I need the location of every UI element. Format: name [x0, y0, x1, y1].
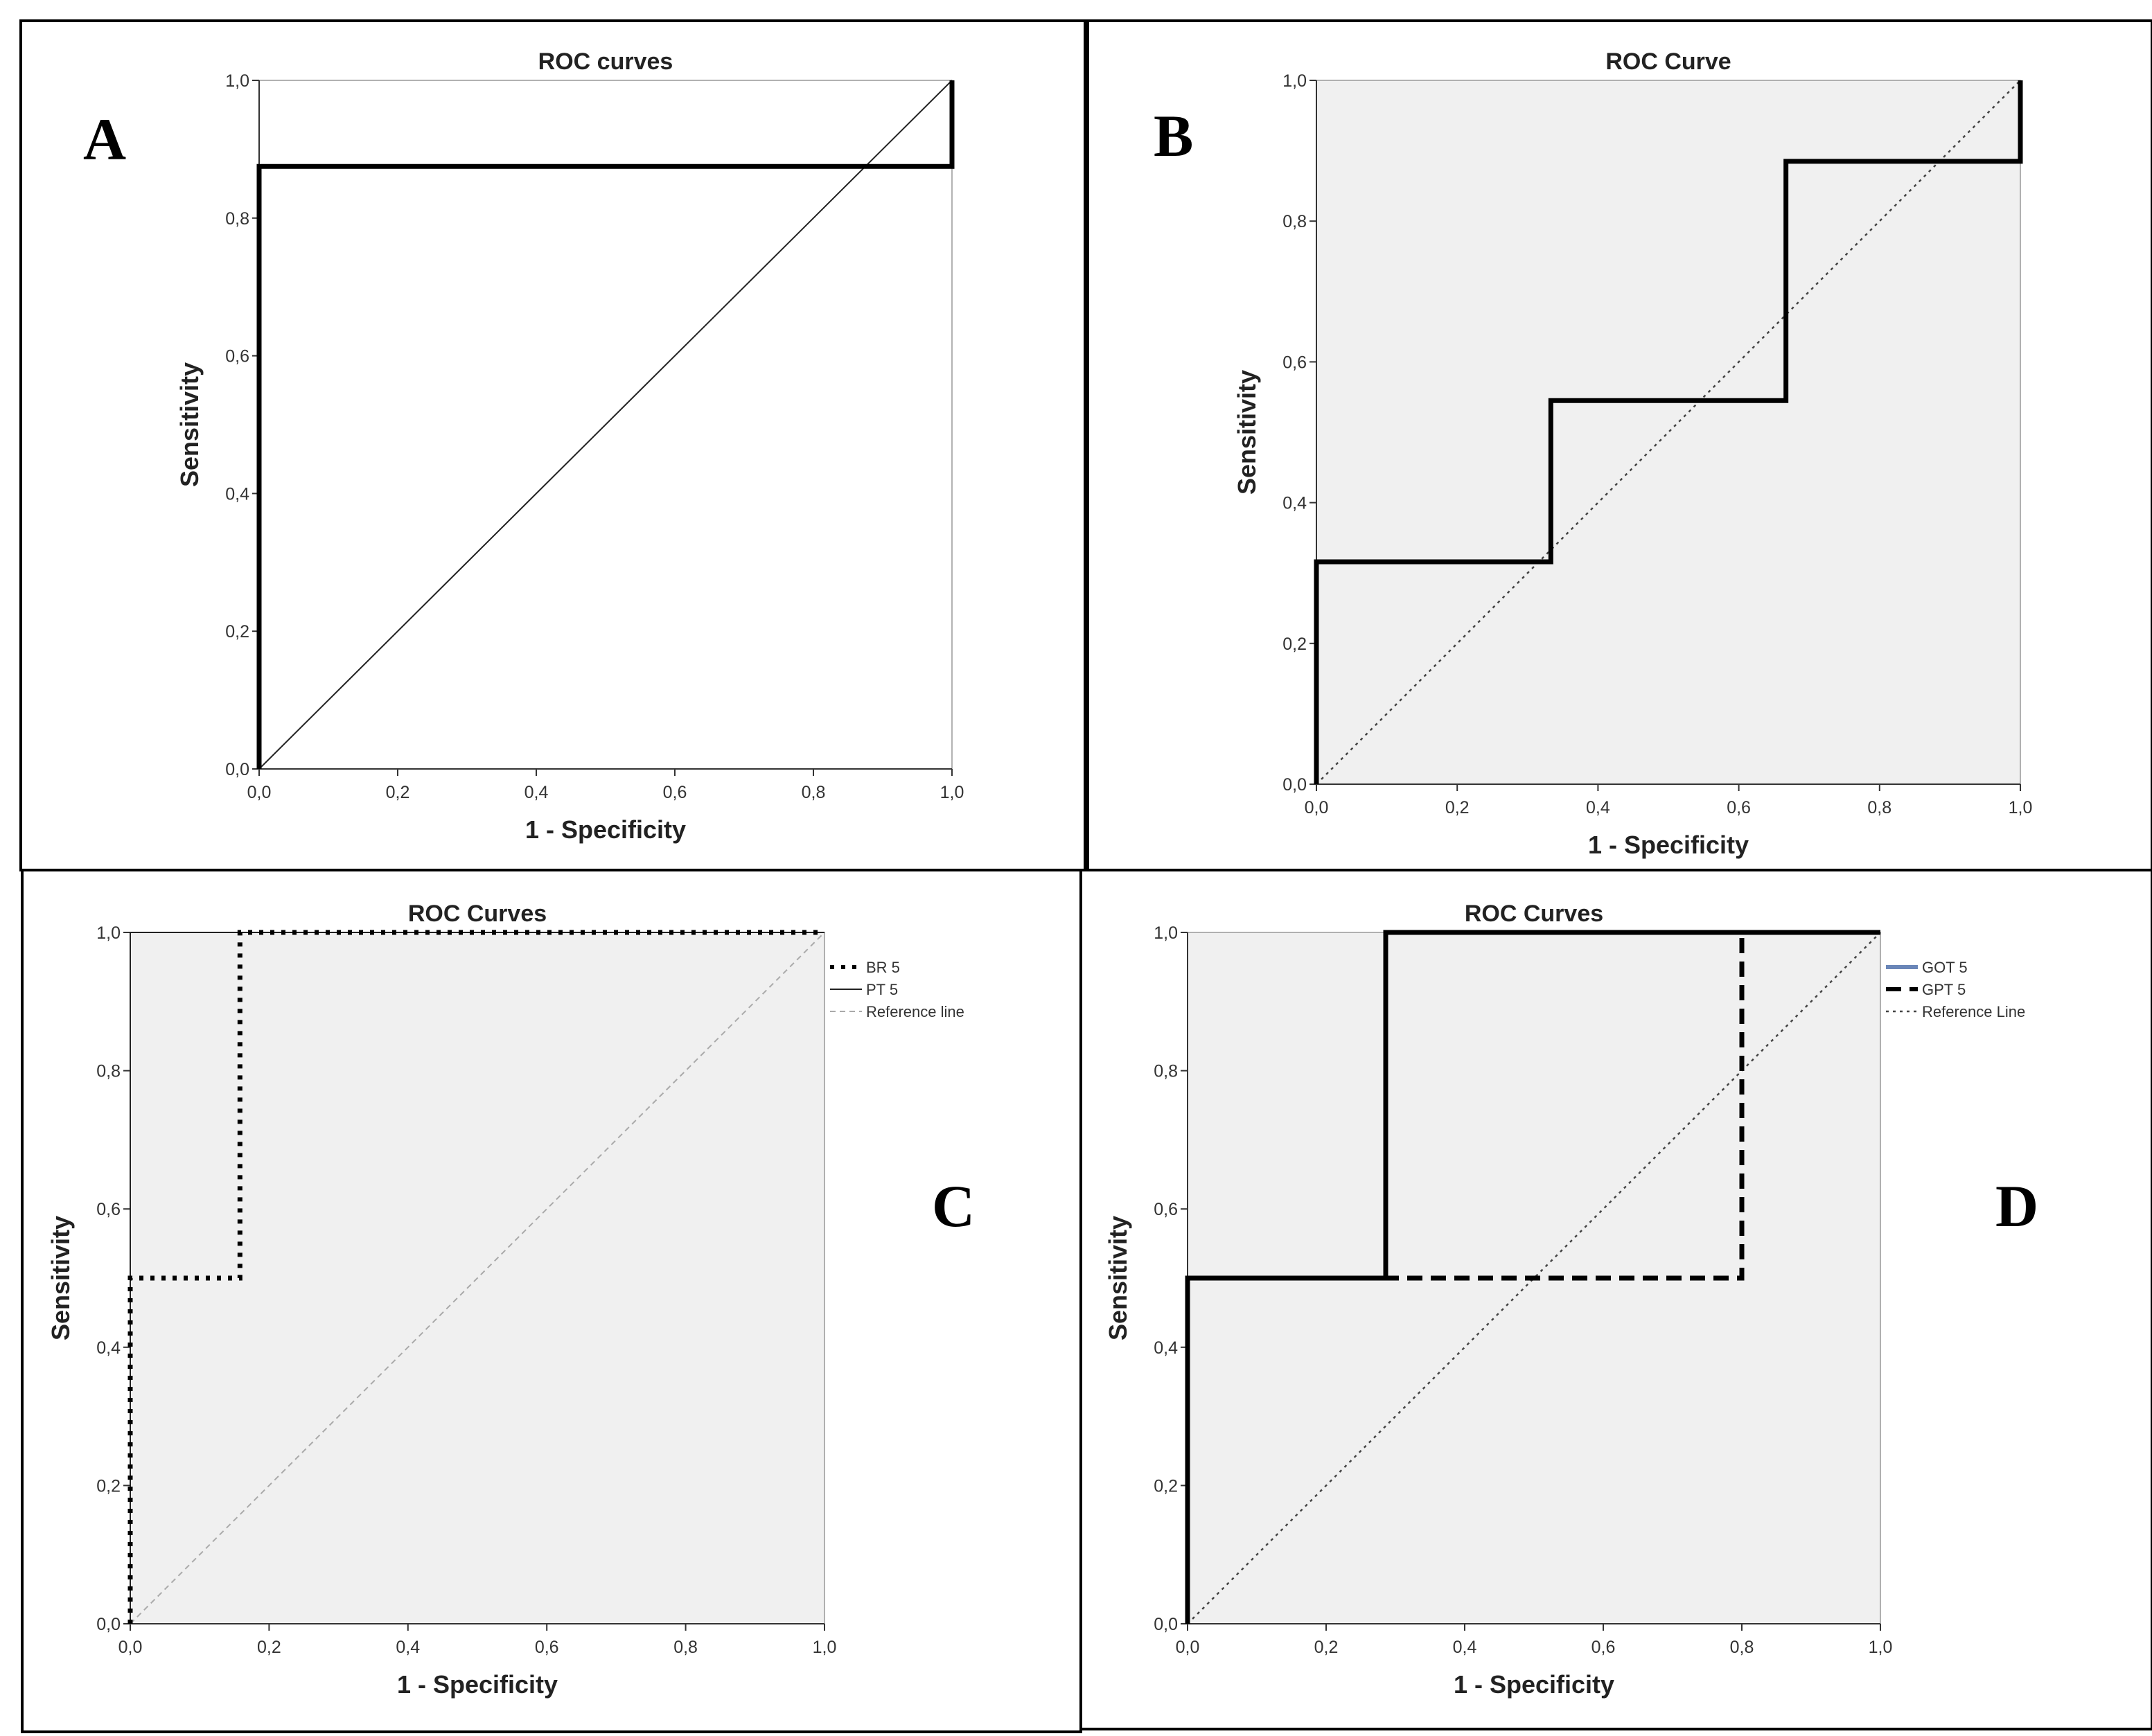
y-tick-label: 0,6 — [96, 1200, 121, 1219]
x-axis-label: 1 - Specificity — [1454, 1670, 1614, 1699]
y-tick-label: 0,0 — [96, 1615, 121, 1634]
y-tick-label: 0,2 — [96, 1476, 121, 1496]
y-tick-label: 0,8 — [96, 1062, 121, 1081]
x-tick-label: 0,8 — [673, 1638, 698, 1657]
x-tick-label: 0,6 — [663, 783, 687, 802]
y-tick-label: 0,2 — [225, 622, 249, 641]
x-tick-label: 0,0 — [247, 783, 272, 802]
x-tick-label: 1,0 — [2009, 798, 2033, 817]
x-axis-label: 1 - Specificity — [397, 1670, 558, 1699]
panel-letter: C — [932, 1173, 975, 1239]
plot-area — [1316, 80, 2021, 785]
y-tick-label: 0,4 — [225, 484, 249, 504]
chart-title: ROC Curve — [1605, 48, 1731, 75]
x-tick-label: 0,4 — [1586, 798, 1610, 817]
panel-letter: A — [83, 106, 126, 172]
x-tick-label: 1,0 — [940, 783, 964, 802]
y-tick-label: 1,0 — [1154, 923, 1178, 943]
x-tick-label: 1,0 — [1869, 1638, 1893, 1657]
x-tick-label: 0,0 — [1176, 1638, 1200, 1657]
y-tick-label: 0,2 — [1154, 1476, 1178, 1496]
chart-title: ROC curves — [538, 48, 673, 75]
chart-panel-a: A ROC curves 0,0 0,2 0,4 0,6 0,8 1,0 0,0 0,2 0,4 0,… — [19, 19, 1089, 871]
x-tick-label: 0,4 — [524, 783, 549, 802]
x-axis-label: 1 - Specificity — [1588, 831, 1749, 859]
x-tick-label: 0,6 — [1591, 1638, 1616, 1657]
x-tick-label: 0,2 — [1445, 798, 1470, 817]
x-tick-label: 0,0 — [1305, 798, 1329, 817]
y-tick-label: 0,2 — [1282, 635, 1307, 654]
panel-letter: D — [1995, 1173, 2038, 1239]
chart-panel-c: C ROC Curves 0,0 0,2 0,4 0,6 0,8 1,0 0,0 0,2 0,4 0,… — [21, 869, 1082, 1733]
y-tick-label: 0,4 — [1154, 1338, 1178, 1358]
x-tick-label: 1,0 — [813, 1638, 837, 1657]
y-tick-label: 1,0 — [1282, 71, 1307, 91]
series-line-roc — [256, 80, 955, 769]
y-tick-label: 1,0 — [96, 923, 121, 943]
x-tick-label: 0,8 — [1867, 798, 1891, 817]
chart-title: ROC Curves — [408, 901, 547, 927]
y-axis-label: Sensitivity — [175, 362, 204, 487]
y-tick-label: 0,0 — [225, 760, 249, 779]
x-tick-label: 0,2 — [257, 1638, 281, 1657]
y-axis-label: Sensitivity — [1233, 370, 1261, 495]
y-tick-label: 0,6 — [1154, 1200, 1178, 1219]
y-axis-label: Sensitivity — [1104, 1216, 1132, 1340]
series-line-br-5 — [127, 930, 824, 1624]
x-tick-label: 0,2 — [1314, 1638, 1339, 1657]
y-axis-label: Sensitivity — [46, 1216, 75, 1340]
x-tick-label: 0,8 — [1730, 1638, 1754, 1657]
x-axis-label: 1 - Specificity — [525, 815, 686, 844]
x-tick-label: 0,4 — [396, 1638, 420, 1657]
series-line-reference — [258, 80, 953, 770]
legend-label: GOT 5 — [1922, 959, 1968, 976]
y-tick-label: 0,4 — [1282, 494, 1307, 513]
y-tick-label: 0,8 — [225, 209, 249, 229]
legend-label: PT 5 — [866, 981, 898, 998]
y-tick-label: 0,8 — [1282, 212, 1307, 231]
y-tick-label: 1,0 — [225, 71, 249, 91]
x-tick-label: 0,4 — [1453, 1638, 1477, 1657]
panel-letter: B — [1154, 103, 1193, 169]
series-line-reference-line — [130, 932, 825, 1624]
series-line-got-5 — [1185, 930, 1880, 1624]
y-tick-label: 0,0 — [1154, 1615, 1178, 1634]
x-tick-label: 0,6 — [535, 1638, 559, 1657]
x-tick-label: 0,2 — [386, 783, 410, 802]
series-line-roc — [1314, 80, 2023, 784]
y-tick-label: 0,4 — [96, 1338, 121, 1358]
legend-label: Reference Line — [1922, 1003, 2025, 1020]
x-tick-label: 0,6 — [1727, 798, 1751, 817]
y-tick-label: 0,6 — [1282, 353, 1307, 372]
chart-panel-b: B ROC Curve 0,0 0,2 0,4 0,6 0,8 1,0 0,0 0,2 0,4 0,6… — [1084, 19, 2152, 871]
panel-border — [1079, 869, 2152, 1730]
y-tick-label: 0,6 — [225, 347, 249, 366]
y-tick-label: 0,0 — [1282, 775, 1307, 795]
y-tick-label: 0,8 — [1154, 1062, 1178, 1081]
x-tick-label: 0,0 — [118, 1638, 143, 1657]
x-tick-label: 0,8 — [802, 783, 826, 802]
chart-panel-d: D ROC Curves 0,0 0,2 0,4 0,6 0,8 1,0 0,0 0,2 0,4 0,… — [1079, 869, 2152, 1730]
legend-label: Reference line — [866, 1003, 964, 1020]
legend-label: BR 5 — [866, 959, 900, 976]
legend-label: GPT 5 — [1922, 981, 1966, 998]
series-line-gpt-5 — [1185, 930, 1880, 1624]
chart-title: ROC Curves — [1465, 901, 1603, 927]
